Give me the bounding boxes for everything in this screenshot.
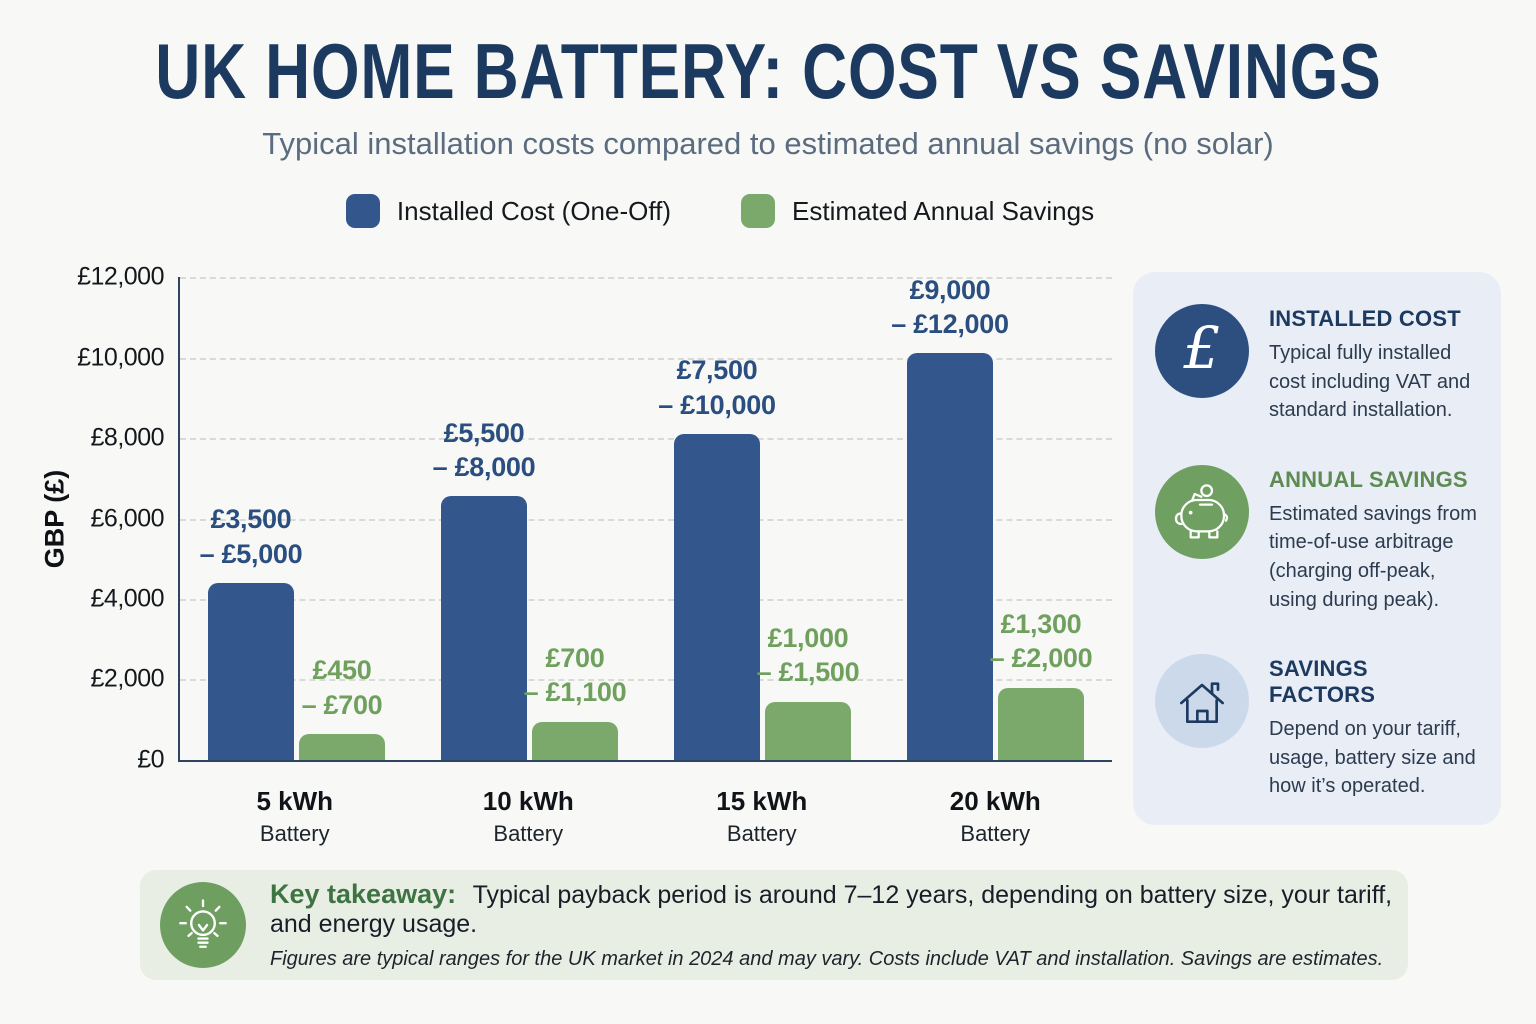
- savings-bar-label: £700 – £1,100: [523, 643, 627, 708]
- info-sidebar: £ INSTALLED COST Typical fully installed…: [1133, 272, 1501, 825]
- savings-bar-label: £1,300 – £2,000: [989, 609, 1093, 674]
- bar-group-10kwh: £5,500 – £8,000 £700 – £1,100: [413, 277, 646, 760]
- sidebar-body-text: Depend on your tariff, usage, battery si…: [1269, 718, 1476, 798]
- cost-bar: [907, 353, 993, 760]
- legend-label-cost: Installed Cost (One-Off): [396, 195, 671, 226]
- gridline-4000: [180, 599, 1112, 601]
- cost-swatch-icon: [345, 194, 380, 228]
- bar-group-15kwh: £7,500 – £10,000 £1,000 – £1,500: [646, 277, 879, 760]
- gridline-6000: [180, 518, 1112, 521]
- savings-bar: [765, 701, 851, 760]
- gridline-12000: [180, 277, 1112, 279]
- x-axis-categories: 5 kWh Battery 10 kWh Battery 15 kWh Batt…: [178, 786, 1112, 847]
- y-tick: £8,000: [90, 423, 165, 452]
- savings-bar: [532, 721, 618, 760]
- cost-bar: [208, 582, 294, 760]
- legend-item-installed-cost: Installed Cost (One-Off): [345, 194, 671, 228]
- x-category-15kwh: 15 kWh Battery: [716, 786, 808, 846]
- bar-group-20kwh: £9,000 – £12,000 £1,300 – £2,000: [879, 275, 1112, 760]
- x-category-5kwh: 5 kWh Battery: [256, 786, 334, 846]
- page-subtitle: Typical installation costs compared to e…: [262, 126, 1274, 161]
- chart-plot: £12,000 £10,000 £8,000 £6,000 £4,000 £2,…: [77, 263, 1112, 774]
- key-takeaway-box: Key takeaway: Typical payback period is …: [140, 870, 1408, 980]
- cost-bar-label: £9,000 – £12,000: [891, 274, 1009, 340]
- y-axis-label: GBP (£): [39, 469, 70, 569]
- legend-label-savings: Estimated Annual Savings: [792, 195, 1095, 226]
- sidebar-body-text: Estimated savings from time-of-use arbit…: [1269, 502, 1477, 611]
- cost-bar-label: £5,500 – £8,000: [432, 417, 536, 483]
- piggy-bank-icon: [1155, 464, 1249, 559]
- takeaway-heading: Key takeaway:: [270, 879, 457, 909]
- x-category-10kwh: 10 kWh Battery: [482, 786, 574, 846]
- y-tick: £2,000: [90, 664, 165, 693]
- savings-bar: [299, 733, 385, 760]
- page-title: UK HOME BATTERY: COST VS SAVINGS: [154, 27, 1382, 115]
- sidebar-item-annual-savings: ANNUAL SAVINGS Estimated savings from ti…: [1155, 464, 1477, 614]
- takeaway-body: Typical payback period is around 7–12 ye…: [270, 881, 1393, 938]
- sidebar-heading: SAVINGS FACTORS: [1269, 656, 1376, 708]
- cost-bar-label: £7,500 – £10,000: [658, 355, 776, 420]
- legend-item-annual-savings: Estimated Annual Savings: [741, 194, 1094, 228]
- bar-groups: £3,500 – £5,000 £450 – £700 £5,500: [180, 275, 1112, 760]
- lightbulb-icon: [160, 882, 246, 968]
- cost-bar: [674, 433, 760, 760]
- sidebar-body-text: Typical fully installed cost including V…: [1269, 342, 1471, 422]
- gridline-10000: [180, 357, 1112, 360]
- takeaway-line: Key takeaway: Typical payback period is …: [270, 879, 1408, 939]
- y-tick: £10,000: [77, 343, 164, 371]
- gridline-8000: [180, 437, 1112, 440]
- y-tick: £12,000: [77, 262, 164, 291]
- savings-bar: [998, 687, 1084, 760]
- cost-bar: [441, 496, 527, 760]
- sidebar-heading: INSTALLED COST: [1269, 306, 1461, 331]
- savings-bar-label: £450 – £700: [301, 655, 383, 720]
- y-tick: £6,000: [90, 504, 165, 532]
- y-tick: £4,000: [90, 584, 165, 613]
- sidebar-item-installed-cost: £ INSTALLED COST Typical fully installed…: [1155, 304, 1477, 425]
- chart-legend: Installed Cost (One-Off) Estimated Annua…: [0, 194, 1536, 228]
- x-category-20kwh: 20 kWh Battery: [949, 786, 1041, 846]
- savings-swatch-icon: [741, 194, 775, 228]
- takeaway-footnote: Figures are typical ranges for the UK ma…: [270, 948, 1384, 970]
- sidebar-item-savings-factors: SAVINGS FACTORS Depend on your tariff, u…: [1155, 654, 1477, 801]
- house-icon: [1155, 654, 1249, 749]
- savings-bar-label: £1,000 – £1,500: [756, 623, 860, 688]
- gridline-2000: [180, 679, 1112, 682]
- pound-icon: £: [1155, 304, 1249, 398]
- sidebar-heading: ANNUAL SAVINGS: [1269, 466, 1468, 492]
- bar-group-5kwh: £3,500 – £5,000 £450 – £700: [180, 277, 413, 760]
- y-tick: £0: [137, 745, 164, 774]
- cost-bar-label: £3,500 – £5,000: [199, 504, 303, 569]
